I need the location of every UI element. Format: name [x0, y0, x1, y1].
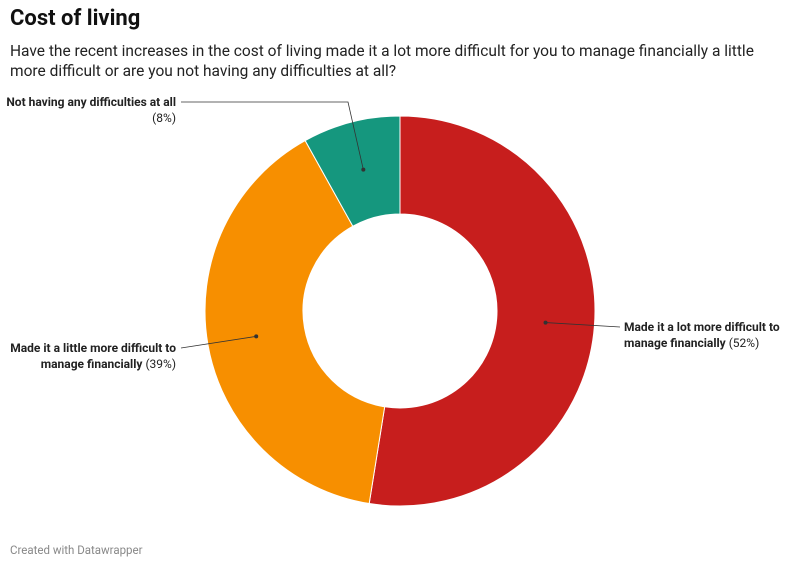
label-value: (39%)	[145, 357, 176, 371]
leader-line	[181, 101, 364, 170]
slice-label: Not having any difficulties at all (8%)	[6, 94, 176, 126]
donut-slice	[368, 115, 596, 507]
slice-label: Made it a little more difficult to manag…	[6, 340, 176, 372]
label-value: (52%)	[728, 336, 760, 350]
leader-dot	[254, 334, 259, 339]
leader-line	[545, 322, 621, 328]
chart-title: Cost of living	[10, 6, 141, 31]
leader-dot	[361, 167, 366, 172]
chart-subtitle: Have the recent increases in the cost of…	[10, 42, 754, 80]
label-value: (8%)	[152, 111, 176, 125]
donut-slice	[204, 139, 386, 505]
label-category: Made it a little more difficult to manag…	[10, 341, 176, 371]
leader-dot	[543, 320, 548, 325]
slice-label: Made it a lot more difficult to manage f…	[624, 319, 794, 351]
donut-slice	[304, 115, 401, 227]
footer: Created with Datawrapper	[10, 543, 143, 557]
label-category: Made it a lot more difficult to manage f…	[624, 320, 780, 350]
leader-line	[180, 335, 257, 349]
label-category: Not having any difficulties at all	[6, 95, 176, 109]
